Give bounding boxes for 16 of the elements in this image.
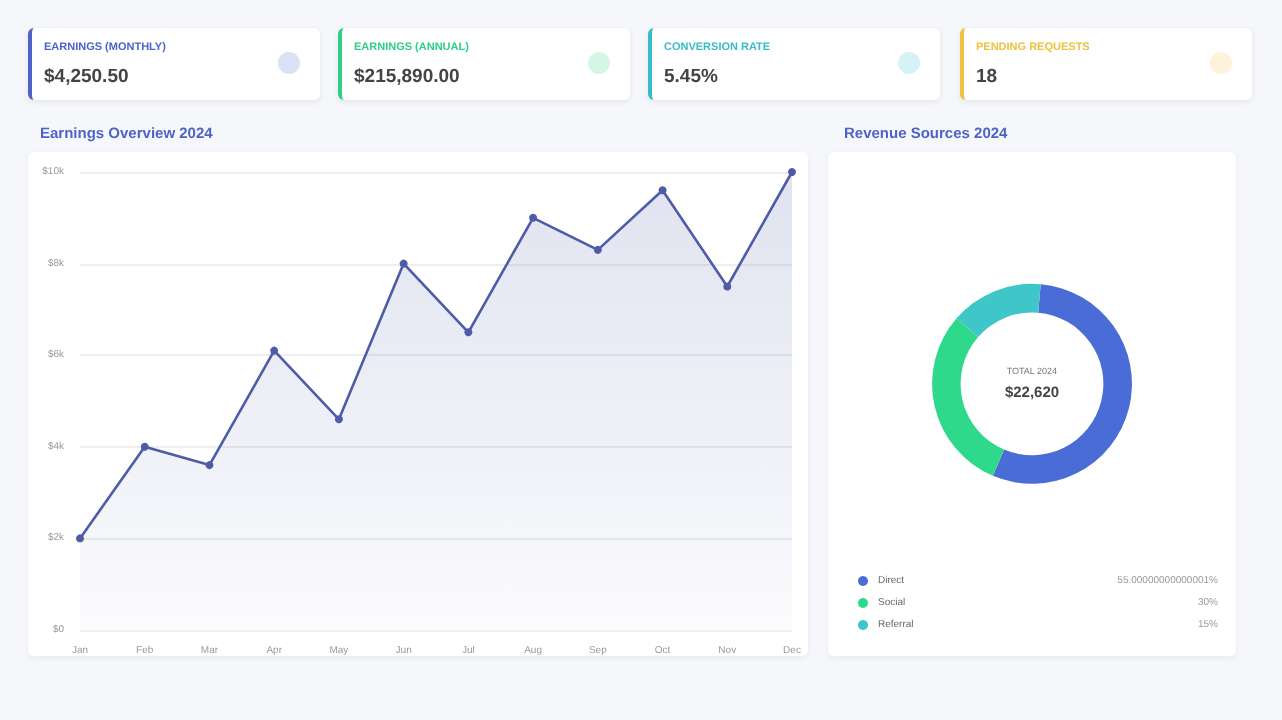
point (270, 346, 279, 355)
point (334, 415, 343, 424)
point (723, 282, 732, 291)
point (658, 186, 667, 195)
point (140, 442, 149, 451)
text: 18 (976, 66, 998, 88)
point (76, 534, 84, 543)
text: $215,890.00 (354, 66, 460, 88)
text: $4,250.50 (44, 66, 129, 88)
point (788, 168, 796, 176)
text: 5.45% (664, 66, 718, 88)
point (464, 328, 473, 337)
point (529, 213, 538, 222)
point (593, 245, 602, 254)
point (205, 461, 214, 470)
point (399, 259, 408, 268)
